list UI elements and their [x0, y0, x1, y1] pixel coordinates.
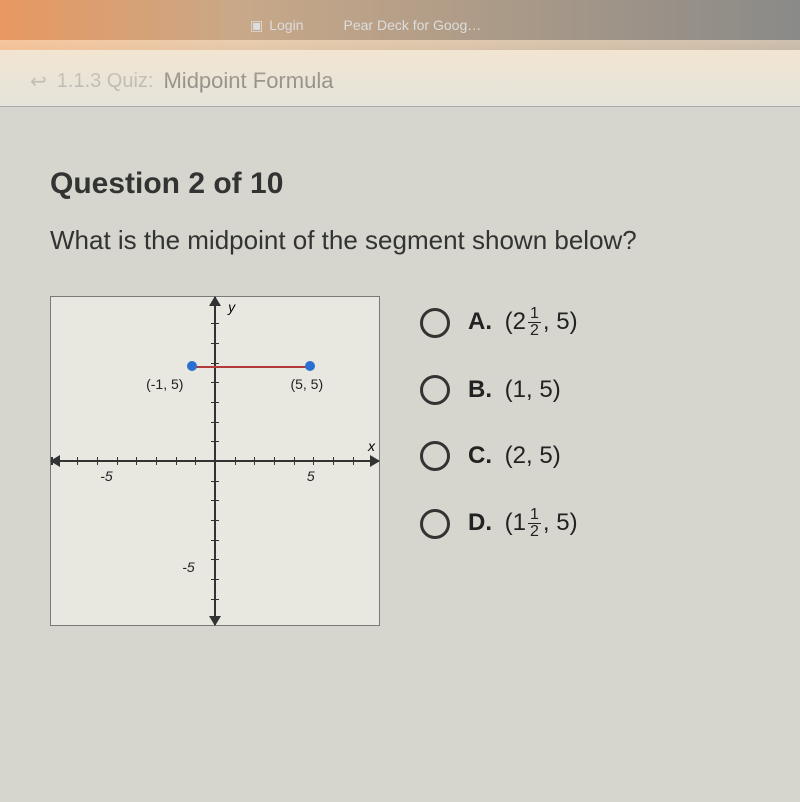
choice-c-letter: C. [468, 442, 492, 469]
tick [156, 457, 157, 465]
tick [211, 441, 219, 442]
frac-den: 2 [528, 524, 541, 540]
point-2 [305, 361, 315, 371]
answer-choices: A. (212, 5) B. (1, 5) C. (2, 5) [420, 296, 750, 540]
tick [211, 579, 219, 580]
coordinate-graph: y x -5 5 -5 (-1, 5) (5, 5) [50, 296, 380, 626]
radio-a[interactable] [420, 308, 450, 338]
tick [333, 457, 334, 465]
arrow-down-icon [209, 616, 221, 626]
content-area: Question 2 of 10 What is the midpoint of… [0, 107, 800, 802]
question-body: y x -5 5 -5 (-1, 5) (5, 5) A. (212, 5) [50, 296, 750, 626]
choice-c-val: (2, 5) [505, 442, 561, 469]
tick [211, 500, 219, 501]
choice-d-pre: (1 [505, 509, 526, 536]
choice-d-text: D. (112, 5) [468, 507, 578, 540]
choice-a-pre: (2 [505, 308, 526, 335]
tick [51, 457, 53, 465]
choice-b-val: (1, 5) [505, 376, 561, 403]
choice-a[interactable]: A. (212, 5) [420, 306, 750, 339]
choice-b-letter: B. [468, 376, 492, 403]
tab-icon: ▣ [250, 17, 263, 34]
tick [235, 457, 236, 465]
quiz-title: Midpoint Formula [163, 68, 333, 94]
tab-login-label: Login [269, 17, 303, 33]
tick [211, 559, 219, 560]
tick [211, 363, 219, 364]
arrow-up-icon [209, 296, 221, 306]
choice-a-text: A. (212, 5) [468, 306, 578, 339]
quiz-prefix: 1.1.3 Quiz: [57, 70, 154, 93]
frac-num: 1 [528, 507, 541, 524]
question-number: Question 2 of 10 [50, 167, 750, 201]
tick [211, 422, 219, 423]
choice-a-letter: A. [468, 308, 492, 335]
tick [211, 323, 219, 324]
radio-b[interactable] [420, 375, 450, 405]
tick [211, 481, 219, 482]
point-2-label: (5, 5) [290, 376, 323, 392]
tick [77, 457, 78, 465]
x-axis-label: x [368, 438, 375, 454]
tick [254, 457, 255, 465]
choice-b-text: B. (1, 5) [468, 376, 561, 404]
tick [176, 457, 177, 465]
tab-login[interactable]: ▣ Login [250, 17, 304, 34]
radio-d[interactable] [420, 509, 450, 539]
choice-b[interactable]: B. (1, 5) [420, 375, 750, 405]
quiz-header: ↩ 1.1.3 Quiz: Midpoint Formula [0, 50, 800, 107]
y-axis-label: y [228, 299, 235, 315]
tick [117, 457, 118, 465]
radio-c[interactable] [420, 441, 450, 471]
choice-c[interactable]: C. (2, 5) [420, 441, 750, 471]
x-axis [51, 460, 379, 462]
choice-a-post: , 5) [543, 308, 578, 335]
back-icon[interactable]: ↩ [30, 69, 47, 94]
tab-peardeck[interactable]: Pear Deck for Goog… [344, 17, 482, 33]
question-text: What is the midpoint of the segment show… [50, 225, 750, 256]
browser-tab-bar: ▣ Login Pear Deck for Goog… [0, 0, 800, 50]
tick [294, 457, 295, 465]
tick [274, 457, 275, 465]
tick [211, 402, 219, 403]
tick [353, 457, 354, 465]
tick [211, 382, 219, 383]
choice-d-post: , 5) [543, 509, 578, 536]
tab-peardeck-label: Pear Deck for Goog… [344, 17, 482, 33]
choice-d-letter: D. [468, 509, 492, 536]
tick [97, 457, 98, 465]
tick [136, 457, 137, 465]
tick [211, 520, 219, 521]
tick-pos5: 5 [307, 468, 315, 484]
segment [192, 366, 310, 368]
tick-neg5: -5 [100, 468, 112, 484]
frac-num: 1 [528, 306, 541, 323]
tick [211, 599, 219, 600]
fraction: 12 [528, 306, 541, 339]
tick [195, 457, 196, 465]
tick [313, 457, 314, 465]
choice-c-text: C. (2, 5) [468, 442, 561, 470]
tick-neg5y: -5 [182, 559, 194, 575]
choice-d[interactable]: D. (112, 5) [420, 507, 750, 540]
fraction: 12 [528, 507, 541, 540]
tick [211, 343, 219, 344]
point-1 [187, 361, 197, 371]
frac-den: 2 [528, 323, 541, 339]
tick [211, 540, 219, 541]
arrow-right-icon [370, 455, 380, 467]
point-1-label: (-1, 5) [146, 376, 183, 392]
